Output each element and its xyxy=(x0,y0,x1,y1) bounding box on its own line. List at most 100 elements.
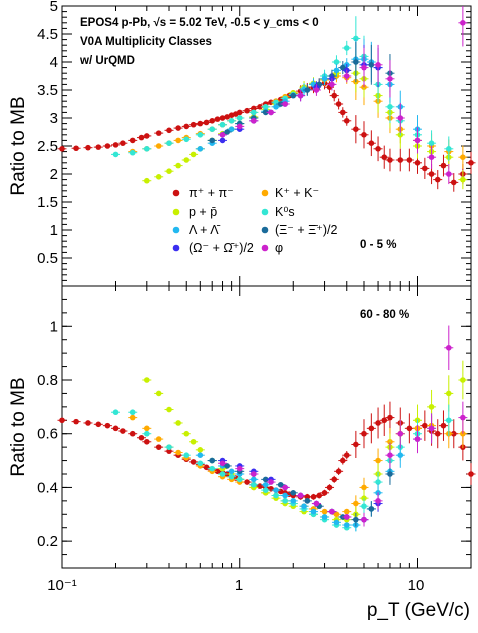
data-point xyxy=(251,471,257,477)
data-point xyxy=(224,463,231,469)
data-point xyxy=(381,154,388,160)
data-point xyxy=(175,125,181,131)
data-point xyxy=(144,146,150,152)
data-point xyxy=(460,414,466,421)
y-tick-label: 0.2 xyxy=(37,533,58,550)
data-point xyxy=(175,137,181,144)
data-point xyxy=(112,425,119,432)
data-point xyxy=(209,137,216,144)
x-tick-label-0: 10⁻¹ xyxy=(47,577,77,594)
data-point xyxy=(450,430,457,437)
x-axis-label: p_T (GeV/c) xyxy=(367,600,470,621)
data-point xyxy=(326,484,333,491)
data-point xyxy=(321,490,328,496)
data-point xyxy=(445,417,452,424)
data-point xyxy=(236,123,243,130)
legend-marker-phi xyxy=(261,244,269,252)
x-tick-label-1: 1 xyxy=(235,577,243,594)
data-point xyxy=(313,87,320,93)
data-point xyxy=(129,414,136,421)
data-point xyxy=(310,494,317,500)
data-point xyxy=(244,107,250,114)
data-point xyxy=(251,481,257,488)
data-point xyxy=(422,165,428,172)
data-point xyxy=(197,460,204,467)
data-point xyxy=(257,483,263,489)
data-point xyxy=(340,109,346,116)
data-point xyxy=(428,404,435,410)
data-point xyxy=(183,136,190,143)
data-point xyxy=(450,179,457,186)
data-point xyxy=(262,104,269,110)
data-point xyxy=(85,144,91,151)
data-point xyxy=(166,444,172,450)
data-point xyxy=(129,149,136,156)
data-point xyxy=(460,154,466,160)
data-point xyxy=(166,448,172,454)
data-point xyxy=(129,137,136,144)
data-point xyxy=(434,176,441,183)
data-point xyxy=(375,479,381,485)
data-point xyxy=(343,522,350,528)
data-point xyxy=(190,459,197,465)
data-point xyxy=(375,457,381,464)
data-point xyxy=(219,121,226,128)
legend-label-xi: (Ξ⁻ + Ξ̄⁺)/2 xyxy=(275,223,337,237)
annotation-urqmd: w/ UrQMD xyxy=(79,55,135,67)
data-point xyxy=(353,441,359,448)
bottom-y-axis-label: Ratio to MB xyxy=(8,377,29,476)
top-y-axis-label: Ratio to MB xyxy=(8,96,29,195)
data-point xyxy=(434,430,441,437)
data-point xyxy=(387,471,393,477)
legend-marker-kaon xyxy=(261,189,269,197)
data-point xyxy=(361,484,367,491)
data-point xyxy=(203,464,210,471)
data-point xyxy=(290,498,297,504)
class-label-bottom: 60 - 80 % xyxy=(360,309,409,321)
data-point xyxy=(375,146,381,152)
data-point xyxy=(428,140,435,146)
data-point xyxy=(397,115,404,121)
data-point xyxy=(197,452,204,459)
legend-marker-lambda xyxy=(172,226,180,234)
data-point xyxy=(228,126,235,132)
data-point xyxy=(406,425,413,432)
data-point xyxy=(262,109,269,116)
data-point xyxy=(304,494,311,500)
data-point xyxy=(197,120,204,127)
data-point xyxy=(85,420,91,426)
data-point xyxy=(236,109,243,116)
data-point xyxy=(428,171,435,177)
legend-marker-proton xyxy=(172,208,180,216)
data-point xyxy=(144,430,150,437)
data-point xyxy=(368,506,375,512)
data-point xyxy=(251,105,257,112)
data-point xyxy=(273,492,279,499)
data-point xyxy=(224,129,231,135)
data-point xyxy=(361,503,367,510)
data-point xyxy=(361,132,367,138)
data-point xyxy=(343,45,350,51)
data-point xyxy=(321,514,328,520)
data-point xyxy=(361,495,367,501)
data-point xyxy=(428,425,435,432)
data-point xyxy=(361,430,367,437)
data-point xyxy=(73,418,79,425)
data-point xyxy=(138,434,145,441)
data-point xyxy=(329,508,335,515)
data-point xyxy=(244,479,250,485)
data-point xyxy=(155,143,162,149)
y-tick-label: 0.5 xyxy=(37,250,58,267)
bottom-panel-frame xyxy=(61,285,472,569)
data-point xyxy=(375,498,381,504)
legend-label-k0s: K⁰s xyxy=(275,205,295,219)
data-point xyxy=(268,109,274,116)
data-point xyxy=(219,471,226,477)
data-point xyxy=(460,20,466,26)
data-point xyxy=(368,140,375,146)
annotation-system: EPOS4 p-Pb, √s = 5.02 TeV, -0.5 < y_cms … xyxy=(80,16,319,29)
data-point xyxy=(368,62,375,68)
data-point xyxy=(228,118,235,124)
data-point xyxy=(375,420,381,426)
